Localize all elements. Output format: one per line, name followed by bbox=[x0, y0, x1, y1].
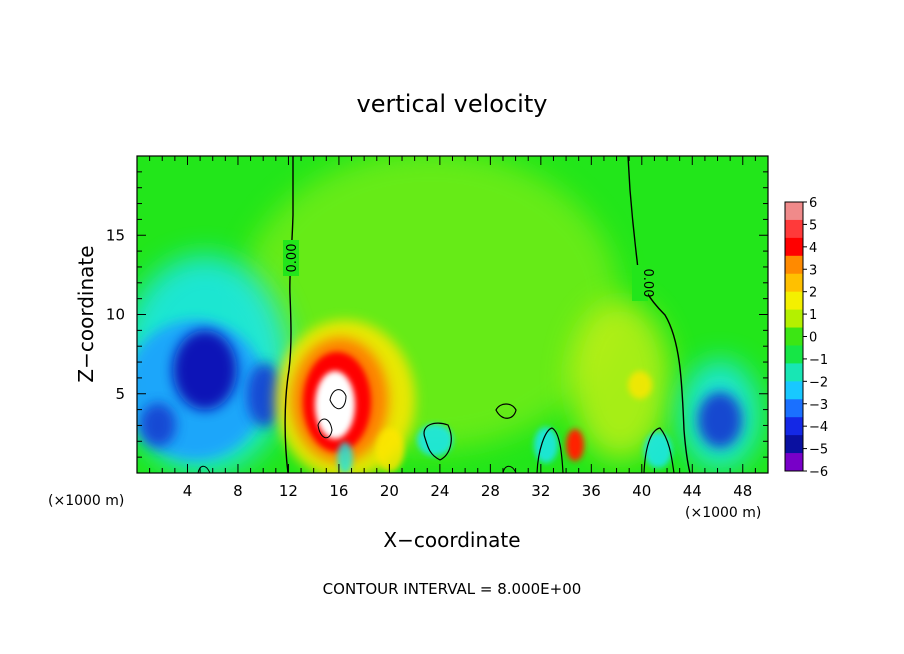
colorbar-swatch bbox=[785, 309, 803, 329]
colorbar-tick-label: −6 bbox=[809, 465, 828, 480]
contour-label-bg bbox=[283, 240, 299, 276]
colorbar-swatch bbox=[785, 435, 803, 454]
x-tick-label: 36 bbox=[582, 482, 601, 500]
zero-contour-cell bbox=[536, 427, 564, 473]
saturation-contour bbox=[329, 389, 347, 410]
colorbar-swatch bbox=[785, 327, 803, 346]
heatmap-cell bbox=[566, 429, 584, 461]
colorbar-tick-label: 1 bbox=[809, 308, 817, 323]
colorbar-tick-label: 6 bbox=[809, 196, 817, 211]
x-tick-label: 4 bbox=[183, 482, 193, 500]
colorbar-tick-label: 2 bbox=[809, 286, 817, 301]
contour-label-right: 0.00 bbox=[640, 269, 655, 298]
x-tick-label: 28 bbox=[481, 482, 500, 500]
colorbar-tick-label: −1 bbox=[809, 353, 828, 368]
heatmap-field bbox=[137, 156, 768, 473]
colorbar-swatch bbox=[785, 273, 803, 293]
x-unit-right: (×1000 m) bbox=[685, 505, 761, 521]
heatmap-cell bbox=[247, 363, 283, 427]
zero-contour-cell bbox=[502, 465, 517, 473]
colorbar-tick-label: −3 bbox=[809, 398, 828, 413]
colorbar-swatch bbox=[785, 363, 803, 382]
colorbar-tick-label: 3 bbox=[809, 263, 817, 278]
heatmap-cell bbox=[140, 403, 176, 447]
x-tick-label: 48 bbox=[733, 482, 752, 500]
contour-label-left: 0.00 bbox=[285, 244, 300, 273]
x-tick-label: 40 bbox=[632, 482, 651, 500]
heatmap-cell bbox=[376, 428, 404, 472]
y-tick-label: 10 bbox=[106, 306, 125, 324]
colorbar-tick-label: −2 bbox=[809, 375, 828, 390]
chart-title: vertical velocity bbox=[357, 90, 548, 118]
heatmap-cell bbox=[644, 432, 672, 468]
heatmap-cell bbox=[570, 300, 670, 460]
colorbar-swatch bbox=[785, 291, 803, 311]
heatmap-cell bbox=[337, 442, 353, 473]
heatmap-cell bbox=[315, 371, 355, 439]
colorbar-swatch bbox=[785, 202, 803, 221]
y-axis: 5 10 15 bbox=[106, 171, 768, 458]
x-unit-left: (×1000 m) bbox=[48, 493, 124, 509]
x-tick-label: 24 bbox=[430, 482, 449, 500]
x-tick-label: 8 bbox=[233, 482, 243, 500]
colorbar-swatch bbox=[785, 345, 803, 364]
heatmap-cell bbox=[534, 427, 558, 463]
y-axis-label: Z−coordinate bbox=[74, 245, 98, 382]
y-tick-label: 5 bbox=[115, 385, 125, 403]
zero-contour-cell bbox=[495, 403, 517, 419]
heatmap-cell bbox=[628, 371, 652, 399]
colorbar: 6 5 4 3 2 1 0 −1 −2 −3 −4 −5 −6 bbox=[784, 196, 828, 480]
colorbar-swatch bbox=[785, 399, 803, 418]
colorbar-tick-label: −4 bbox=[809, 420, 828, 435]
zero-contour-cell bbox=[423, 422, 452, 461]
heatmap-cell bbox=[698, 392, 742, 448]
zero-contour-cell bbox=[643, 427, 675, 473]
x-axis: 4 8 12 16 20 24 28 32 36 40 44 48 bbox=[149, 156, 756, 500]
x-tick-label: 12 bbox=[279, 482, 298, 500]
heatmap-cell bbox=[417, 424, 453, 456]
colorbar-tick-label: 4 bbox=[809, 241, 817, 256]
zero-contour-right bbox=[627, 156, 691, 473]
colorbar-swatch bbox=[785, 381, 803, 400]
colorbar-swatch bbox=[785, 219, 803, 239]
colorbar-swatch bbox=[785, 237, 803, 257]
saturation-contour bbox=[317, 418, 333, 439]
zero-contour-cell bbox=[197, 465, 211, 473]
x-axis-label: X−coordinate bbox=[383, 528, 520, 552]
colorbar-swatch bbox=[785, 255, 803, 275]
heatmap-cell bbox=[173, 330, 237, 410]
contour-label-bg bbox=[632, 265, 648, 301]
x-tick-label: 44 bbox=[683, 482, 702, 500]
contour-interval-note: CONTOUR INTERVAL = 8.000E+00 bbox=[323, 580, 582, 598]
colorbar-swatch bbox=[785, 417, 803, 436]
colorbar-tick-label: 5 bbox=[809, 218, 817, 233]
colorbar-swatch bbox=[785, 453, 803, 472]
colorbar-tick-label: −5 bbox=[809, 443, 828, 458]
y-tick-label: 15 bbox=[106, 226, 125, 244]
x-tick-label: 20 bbox=[380, 482, 399, 500]
x-tick-label: 32 bbox=[531, 482, 550, 500]
colorbar-tick-label: 0 bbox=[809, 331, 817, 346]
x-tick-label: 16 bbox=[329, 482, 348, 500]
